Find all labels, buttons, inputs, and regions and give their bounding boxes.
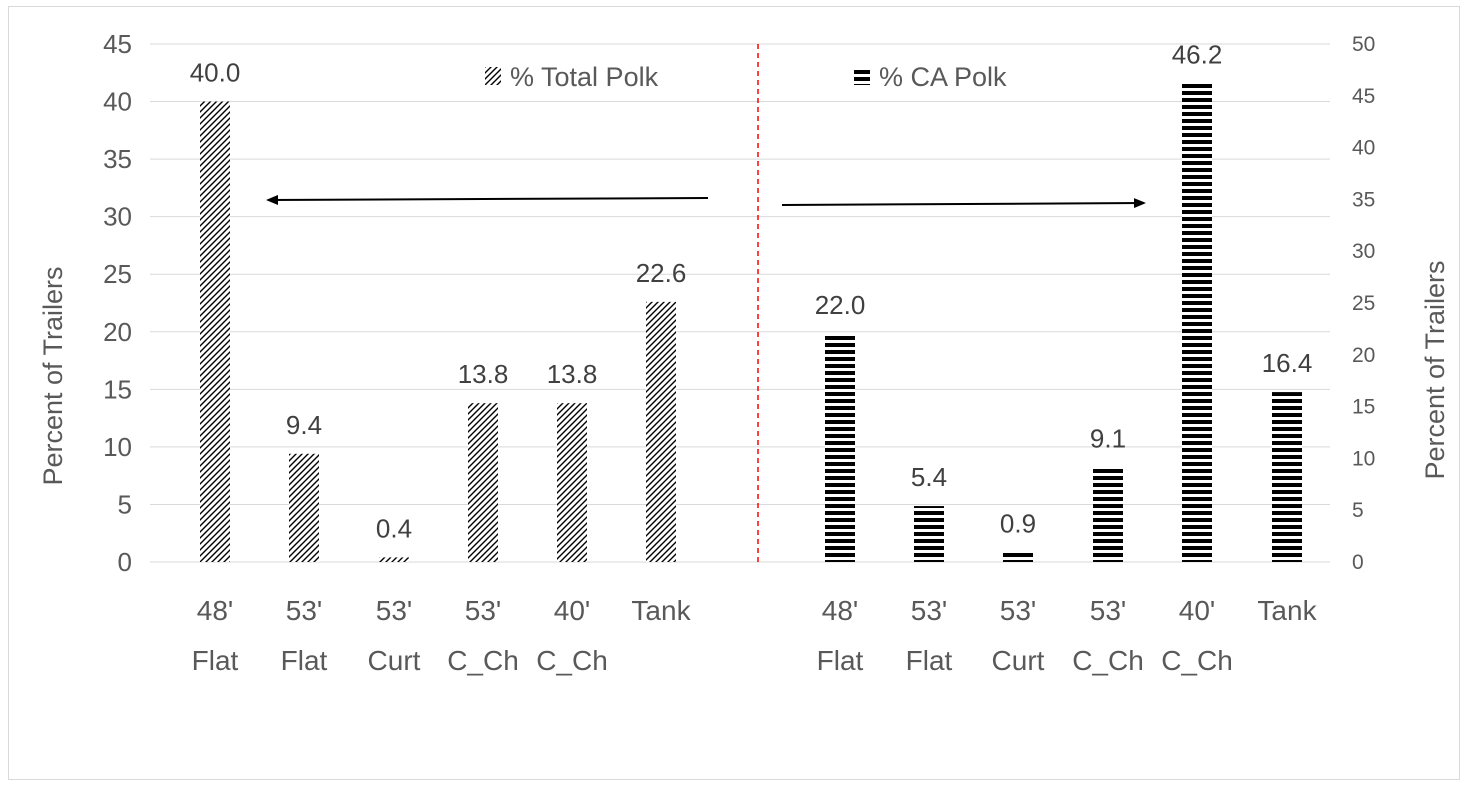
- legend-swatch-total-polk: [485, 67, 501, 85]
- category-label: Tank: [631, 595, 691, 626]
- category-label: 53': [911, 595, 948, 626]
- data-label: 46.2: [1172, 39, 1223, 69]
- category-label: C_Ch: [1072, 645, 1144, 676]
- right-tick-label: 35: [1352, 188, 1375, 211]
- right-tick-label: 40: [1352, 137, 1375, 160]
- category-labels: 48' Flat 53' Flat 53' Curt 53' C_Ch 40' C_Ch Tank 4…: [192, 595, 1318, 676]
- category-label: 40': [1179, 595, 1216, 626]
- data-label: 22.0: [815, 290, 866, 320]
- right-axis-title: Percent of Trailers: [1420, 260, 1450, 479]
- category-label: C_Ch: [536, 645, 608, 676]
- right-tick-label: 30: [1352, 240, 1375, 263]
- data-label: 0.9: [1000, 509, 1036, 539]
- bar: [825, 334, 855, 562]
- category-label: Tank: [1257, 595, 1317, 626]
- right-axis-ticks: 0 5 10 15 20 25 30 35 40 45 50: [1352, 33, 1375, 574]
- category-label: 53': [1090, 595, 1127, 626]
- left-tick-label: 25: [103, 259, 132, 289]
- left-axis-arrow: [266, 194, 709, 205]
- right-tick-label: 25: [1352, 292, 1375, 315]
- left-axis-title: Percent of Trailers: [38, 266, 68, 485]
- bar: [1003, 552, 1033, 562]
- right-tick-label: 50: [1352, 33, 1375, 56]
- category-label: Curt: [992, 645, 1045, 676]
- category-label: Flat: [281, 645, 328, 676]
- bar: [557, 403, 587, 562]
- bar: [914, 506, 944, 562]
- data-label: 5.4: [911, 462, 947, 492]
- data-label: 16.4: [1262, 348, 1313, 378]
- right-tick-label: 20: [1352, 344, 1375, 367]
- category-label: Flat: [192, 645, 239, 676]
- category-label: 53': [286, 595, 323, 626]
- category-label: 53': [1000, 595, 1037, 626]
- bar: [1093, 467, 1123, 562]
- data-labels: 40.0 9.4 0.4 13.8 13.8 22.6 22.0 5.4 0.9 9.1 46.2 1…: [190, 39, 1313, 543]
- left-tick-label: 15: [103, 374, 132, 404]
- bar: [379, 557, 409, 562]
- legend-label-total-polk: % Total Polk: [510, 62, 659, 92]
- left-tick-label: 20: [103, 317, 132, 347]
- category-label: 53': [465, 595, 502, 626]
- gridlines: [150, 43, 1330, 563]
- right-tick-label: 15: [1352, 396, 1375, 419]
- data-label: 9.4: [286, 410, 322, 440]
- category-label: Flat: [817, 645, 864, 676]
- chart-frame: [8, 6, 1460, 780]
- left-tick-label: 40: [103, 87, 132, 117]
- left-tick-label: 30: [103, 202, 132, 232]
- category-label: 40': [554, 595, 591, 626]
- category-label: C_Ch: [447, 645, 519, 676]
- right-tick-label: 45: [1352, 85, 1375, 108]
- left-tick-label: 10: [103, 432, 132, 462]
- bars: [200, 83, 1302, 563]
- bar: [646, 301, 676, 562]
- category-label: 53': [376, 595, 413, 626]
- left-tick-label: 45: [103, 29, 132, 59]
- legend-swatch-ca-polk: [854, 67, 870, 85]
- left-axis-ticks: 0 5 10 15 20 25 30 35 40 45: [103, 29, 132, 577]
- category-label: C_Ch: [1161, 645, 1233, 676]
- bar: [1182, 83, 1212, 563]
- data-label: 22.6: [636, 258, 687, 288]
- left-tick-label: 5: [118, 489, 132, 519]
- right-tick-label: 5: [1352, 499, 1364, 522]
- category-label: 48': [822, 595, 859, 626]
- data-label: 9.1: [1090, 424, 1126, 454]
- data-label: 40.0: [190, 58, 241, 88]
- left-tick-label: 0: [118, 547, 132, 577]
- category-label: Flat: [906, 645, 953, 676]
- category-label: Curt: [368, 645, 421, 676]
- data-label: 13.8: [547, 359, 598, 389]
- bar: [289, 453, 319, 562]
- left-tick-label: 35: [103, 144, 132, 174]
- right-tick-label: 10: [1352, 447, 1375, 470]
- category-label: 48': [197, 595, 234, 626]
- right-tick-label: 0: [1352, 551, 1364, 574]
- data-label: 13.8: [458, 359, 509, 389]
- bar: [200, 101, 230, 563]
- bar: [468, 403, 498, 562]
- bar: [1272, 392, 1302, 562]
- data-label: 0.4: [376, 513, 412, 543]
- right-axis-arrow: [781, 198, 1146, 209]
- legend-label-ca-polk: % CA Polk: [879, 62, 1007, 92]
